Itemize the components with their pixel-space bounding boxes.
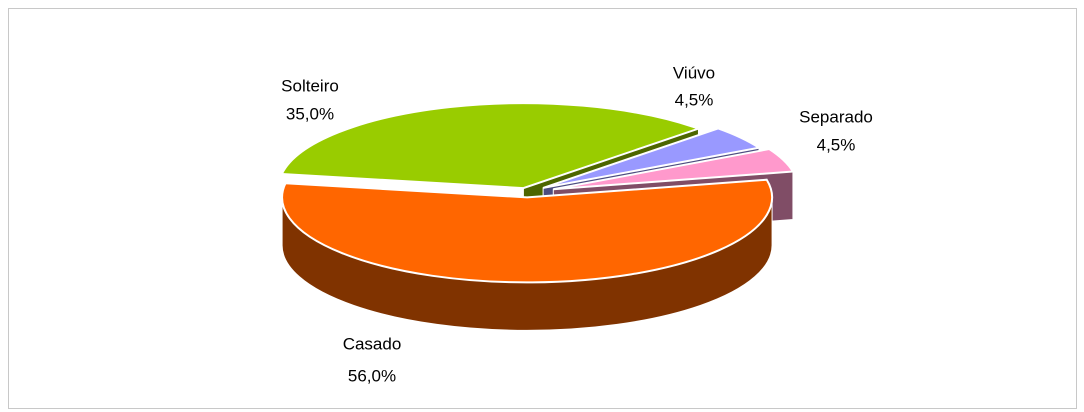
- slice-label: Casado: [343, 334, 402, 353]
- slice-label: Viúvo: [673, 63, 715, 82]
- slice-label: Separado: [799, 107, 873, 126]
- slice-label: Solteiro: [281, 76, 339, 95]
- slice: [542, 127, 762, 189]
- pie: [280, 102, 795, 331]
- slice: [280, 102, 702, 190]
- slice-value-label: 4,5%: [675, 90, 714, 109]
- slice-value-label: 56,0%: [348, 366, 396, 385]
- slice-value-label: 35,0%: [286, 104, 334, 123]
- slice: [553, 148, 795, 191]
- slice-value-label: 4,5%: [817, 135, 856, 154]
- slice: [281, 178, 774, 284]
